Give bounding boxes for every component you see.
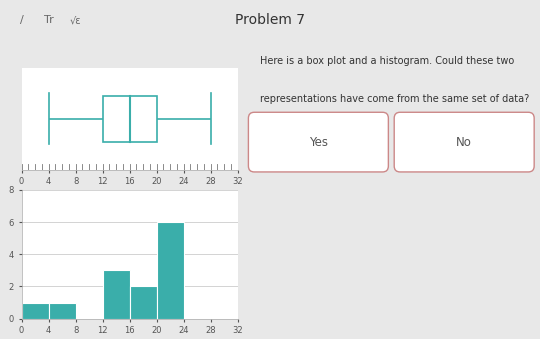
Bar [157, 222, 184, 319]
Bar [103, 96, 157, 142]
Bar [103, 271, 130, 319]
FancyBboxPatch shape [248, 112, 388, 172]
Text: No: No [456, 136, 472, 148]
Text: √ε: √ε [70, 15, 82, 25]
Bar [22, 303, 49, 319]
Text: /: / [20, 15, 23, 25]
Text: Yes: Yes [309, 136, 328, 148]
Text: Problem 7: Problem 7 [235, 13, 305, 27]
Text: Tr: Tr [44, 15, 53, 25]
FancyBboxPatch shape [394, 112, 534, 172]
Text: representations have come from the same set of data?: representations have come from the same … [260, 94, 529, 104]
Bar [130, 286, 157, 319]
Text: Here is a box plot and a histogram. Could these two: Here is a box plot and a histogram. Coul… [260, 56, 514, 65]
Bar [49, 303, 76, 319]
